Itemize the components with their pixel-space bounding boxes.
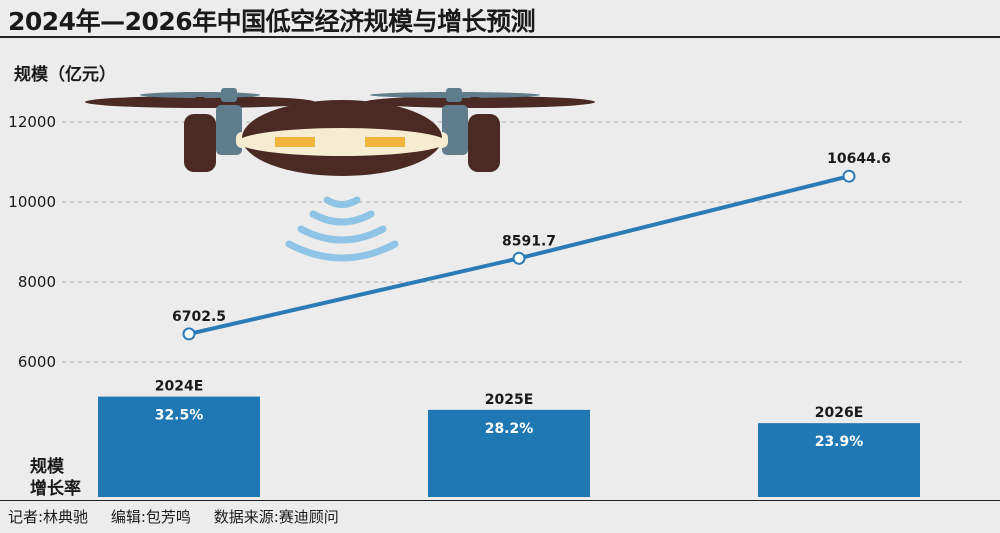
line-data-label: 8591.7 — [502, 233, 556, 249]
bar-2024E — [98, 396, 260, 497]
title-divider — [0, 36, 1000, 38]
drone-icon — [85, 88, 595, 176]
line-point — [182, 327, 196, 341]
y-tick-label: 10000 — [8, 193, 56, 211]
line-point — [512, 251, 526, 265]
line-data-label: 6702.5 — [172, 309, 226, 325]
y-tick-label: 12000 — [8, 113, 56, 131]
line-point — [842, 169, 856, 183]
line-data-label: 10644.6 — [827, 151, 891, 167]
y-tick-label: 8000 — [18, 273, 56, 291]
y-tick-label: 6000 — [18, 353, 56, 371]
footer-editor: 编辑:包芳鸣 — [110, 508, 191, 526]
bar-category-label: 2024E — [155, 379, 204, 395]
footer: 记者:林典驰 编辑:包芳鸣 数据来源:赛迪顾问 — [8, 506, 357, 527]
growth-axis-label-line2: 增长率 — [30, 479, 81, 499]
bars-layer: 2024E 32.5% 2025E 28.2% 2026E 23.9% — [98, 379, 920, 497]
growth-axis-label-line1: 规模 — [30, 457, 64, 477]
grid-layer: 6000 8000 10000 12000 — [8, 113, 965, 371]
bar-value-label: 23.9% — [815, 434, 864, 450]
bar-category-label: 2025E — [485, 392, 534, 408]
line-layer: 6702.5 8591.7 10644.6 — [172, 151, 891, 341]
footer-reporter: 记者:林典驰 — [8, 508, 89, 526]
chart-title: 2024年—2026年中国低空经济规模与增长预测 — [8, 7, 536, 36]
bar-2025E — [428, 409, 590, 497]
signal-waves-icon — [285, 196, 399, 262]
bar-2026E — [758, 423, 920, 497]
bar-value-label: 28.2% — [485, 421, 534, 437]
bar-value-label: 32.5% — [155, 408, 204, 424]
footer-source: 数据来源:赛迪顾问 — [213, 508, 339, 526]
footer-divider — [0, 500, 1000, 501]
y-axis-label: 规模（亿元） — [14, 65, 116, 85]
bar-category-label: 2026E — [815, 405, 864, 421]
